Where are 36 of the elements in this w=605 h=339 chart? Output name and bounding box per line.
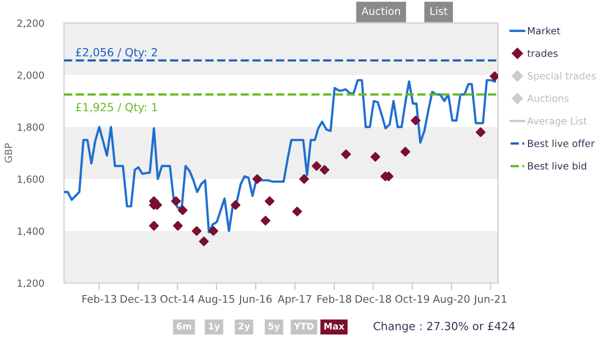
legend-label: Auctions bbox=[527, 94, 568, 102]
legend-label: Market bbox=[528, 26, 560, 34]
text: 2y bbox=[238, 322, 250, 332]
text: YTD bbox=[294, 322, 314, 330]
x-tick-label: Jun-16 bbox=[238, 294, 272, 305]
annotation: £2,056 / Qty: 2 bbox=[76, 48, 157, 59]
legend-label: Best live offer bbox=[528, 140, 595, 148]
text: Max bbox=[324, 322, 344, 330]
y-axis-title: GBP bbox=[4, 143, 12, 162]
x-tick-label: Dec-13 bbox=[120, 294, 156, 303]
x-tick-label: Oct-19 bbox=[395, 294, 430, 303]
text: 6m bbox=[176, 322, 192, 330]
x-tick-label: Aug-15 bbox=[198, 295, 234, 305]
x-tick-label: Oct-14 bbox=[160, 294, 194, 303]
text: 5y bbox=[268, 322, 280, 332]
y-tick-label: 1,800 bbox=[18, 123, 44, 132]
x-tick-label: Aug-20 bbox=[432, 294, 470, 305]
y-tick-label: 2,000 bbox=[17, 71, 44, 80]
y-tick-label: 2,200 bbox=[17, 19, 44, 28]
legend-label: Average List bbox=[527, 117, 587, 126]
x-tick-label: Jun-21 bbox=[473, 294, 506, 305]
x-tick-label: Feb-13 bbox=[82, 294, 116, 303]
legend-label: Special trades bbox=[528, 72, 596, 82]
x-tick-label: Apr-17 bbox=[278, 295, 312, 305]
text: Change : 27.30% or £424 bbox=[374, 322, 515, 332]
x-tick-label: Feb-18 bbox=[318, 294, 352, 303]
text: 1y bbox=[208, 322, 220, 332]
x-tick-label: Dec-18 bbox=[356, 294, 392, 303]
y-tick-label: 1,400 bbox=[18, 227, 44, 236]
annotation: £1,925 / Qty: 1 bbox=[76, 102, 157, 114]
y-tick-label: 1,600 bbox=[18, 175, 44, 184]
legend-label: trades bbox=[527, 49, 558, 57]
legend-label: Best live bid bbox=[528, 162, 586, 170]
text: Auction bbox=[362, 6, 400, 16]
text: List bbox=[430, 6, 448, 16]
y-tick-label: 1,200 bbox=[18, 279, 44, 288]
